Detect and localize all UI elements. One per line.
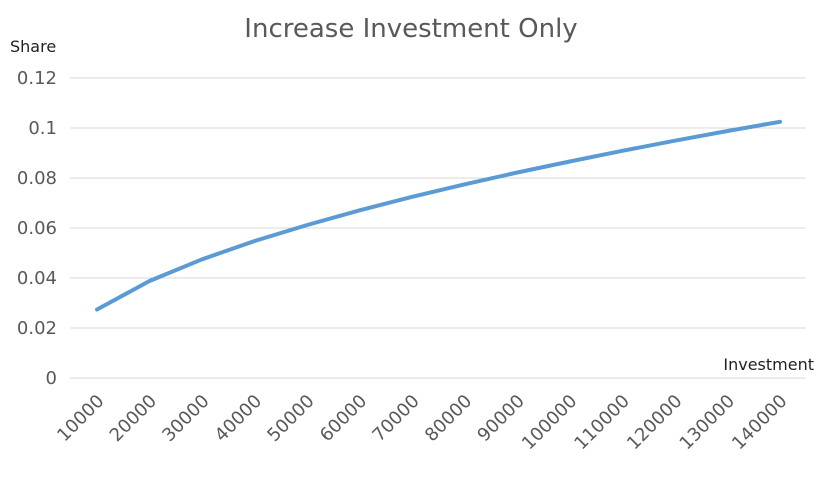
gridlines xyxy=(70,77,806,379)
x-tick-label: 140000 xyxy=(728,391,791,454)
y-tick-label: 0.06 xyxy=(17,218,57,239)
x-tick-label: 110000 xyxy=(570,391,633,454)
x-tick-label: 80000 xyxy=(421,391,476,446)
x-tick-labels: 1000020000300004000050000600007000080000… xyxy=(53,391,791,454)
y-tick-label: 0.02 xyxy=(17,318,57,339)
x-tick-label: 10000 xyxy=(53,391,108,446)
x-axis-label: Investment xyxy=(723,355,814,374)
chart-title: Increase Investment Only xyxy=(244,14,577,44)
x-tick-label: 40000 xyxy=(211,391,266,446)
y-tick-label: 0.1 xyxy=(28,118,57,139)
x-tick-label: 70000 xyxy=(368,391,423,446)
x-tick-label: 20000 xyxy=(106,391,161,446)
series-lines xyxy=(95,119,782,312)
y-axis-label: Share xyxy=(10,37,56,56)
y-tick-label: 0.08 xyxy=(17,168,57,189)
y-tick-label: 0 xyxy=(46,368,57,389)
x-tick-label: 120000 xyxy=(623,391,686,454)
y-tick-label: 0.12 xyxy=(17,68,57,89)
x-tick-label: 100000 xyxy=(518,391,581,454)
x-tick-label: 130000 xyxy=(676,391,739,454)
x-tick-label: 50000 xyxy=(263,391,318,446)
series-line xyxy=(95,119,782,312)
y-tick-label: 0.04 xyxy=(17,268,57,289)
x-tick-label: 60000 xyxy=(316,391,371,446)
y-tick-labels: 0 0.02 0.04 0.06 0.08 0.1 0.12 xyxy=(17,68,57,389)
x-tick-label: 30000 xyxy=(158,391,213,446)
